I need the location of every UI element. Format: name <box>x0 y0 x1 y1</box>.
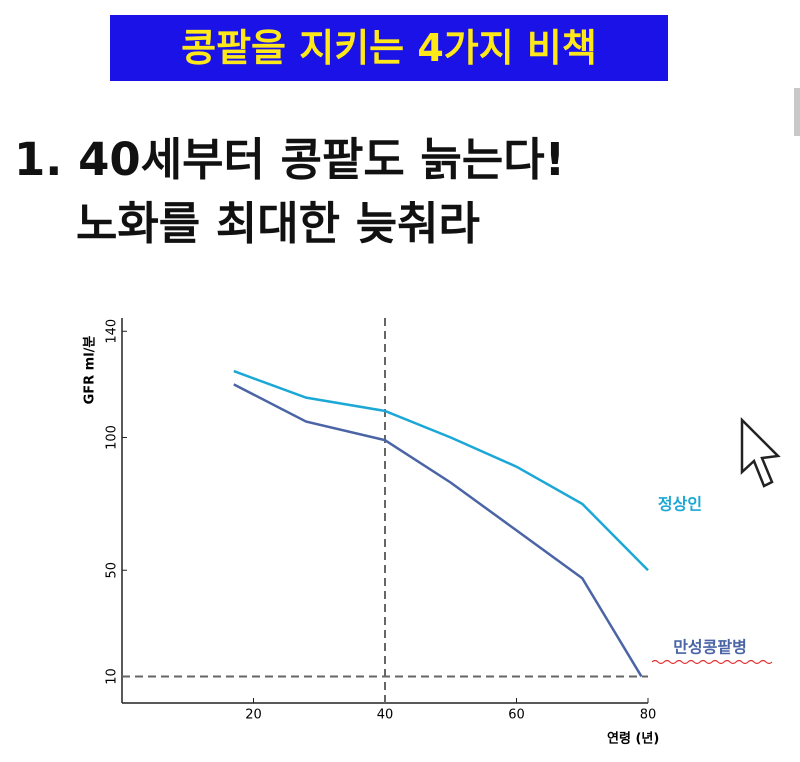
x-tick-label: 20 <box>245 708 262 723</box>
y-tick-label: 10 <box>105 668 120 685</box>
y-tick-label: 100 <box>105 425 120 450</box>
series-line <box>233 369 649 572</box>
y-tick-label: 140 <box>105 319 120 344</box>
x-tick-label: 80 <box>640 708 657 723</box>
y-axis-label: GFR ml/분 <box>83 336 98 405</box>
y-tick-label: 50 <box>105 562 120 579</box>
series-label: 정상인 <box>658 495 702 514</box>
x-tick-label: 40 <box>377 708 394 723</box>
series-label: 만성콩팥병 <box>673 638 747 657</box>
x-axis-label: 연령 (년) <box>607 732 659 747</box>
headline: 1. 40세부터 콩팥도 늙는다! 노화를 최대한 늦춰라 <box>14 128 565 256</box>
banner: 콩팥을 지키는 4가지 비책 <box>110 15 668 81</box>
spellcheck-underline <box>651 659 773 665</box>
x-tick-label: 60 <box>508 708 525 723</box>
headline-line: 노화를 최대한 늦춰라 <box>76 197 480 250</box>
headline-line: 1. 40세부터 콩팥도 늙는다! <box>14 133 566 186</box>
scrollbar <box>794 88 800 136</box>
series-line <box>233 383 643 678</box>
cursor <box>740 416 781 488</box>
